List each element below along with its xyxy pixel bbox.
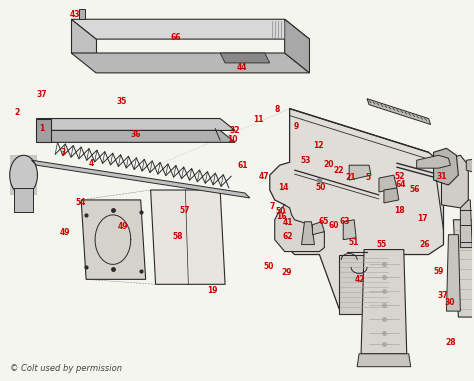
Polygon shape: [36, 130, 235, 142]
Text: 49: 49: [60, 228, 71, 237]
Text: 5: 5: [365, 173, 370, 182]
Text: 35: 35: [117, 97, 127, 106]
Text: 11: 11: [253, 115, 264, 124]
Text: 52: 52: [394, 171, 404, 181]
Polygon shape: [9, 155, 37, 195]
Text: 59: 59: [433, 267, 444, 276]
Text: 30: 30: [445, 298, 455, 307]
Text: 41: 41: [283, 218, 293, 227]
Text: 65: 65: [319, 217, 329, 226]
Polygon shape: [71, 53, 310, 73]
Polygon shape: [343, 220, 356, 240]
Polygon shape: [441, 155, 468, 208]
Text: © Colt used by permission: © Colt used by permission: [9, 364, 122, 373]
Polygon shape: [79, 9, 85, 19]
Polygon shape: [270, 109, 444, 309]
Text: 19: 19: [207, 286, 218, 295]
Text: 50: 50: [275, 207, 285, 216]
Polygon shape: [357, 354, 411, 367]
Polygon shape: [466, 157, 474, 172]
Text: 55: 55: [377, 240, 387, 249]
Text: 61: 61: [237, 162, 248, 170]
Text: 42: 42: [355, 275, 365, 284]
Polygon shape: [285, 19, 310, 73]
Text: 56: 56: [410, 185, 420, 194]
Text: 9: 9: [293, 122, 299, 131]
Polygon shape: [349, 165, 371, 180]
Polygon shape: [460, 200, 472, 248]
Text: 3: 3: [60, 148, 65, 157]
Polygon shape: [361, 250, 407, 354]
Polygon shape: [454, 220, 474, 317]
Text: 12: 12: [313, 141, 323, 150]
Polygon shape: [36, 118, 235, 130]
Text: 10: 10: [227, 135, 237, 144]
Text: 16: 16: [276, 212, 287, 221]
Polygon shape: [14, 188, 34, 212]
Polygon shape: [367, 99, 430, 125]
Text: 18: 18: [394, 206, 405, 215]
Polygon shape: [339, 255, 389, 314]
Text: 54: 54: [75, 198, 86, 207]
Polygon shape: [81, 200, 146, 279]
Text: 37: 37: [36, 90, 47, 99]
Polygon shape: [151, 190, 225, 284]
Text: 62: 62: [283, 232, 293, 241]
Text: 36: 36: [130, 130, 141, 139]
Text: 17: 17: [418, 215, 428, 223]
Text: 2: 2: [14, 109, 19, 117]
Text: 20: 20: [324, 160, 334, 169]
Polygon shape: [447, 235, 460, 311]
Polygon shape: [301, 222, 314, 245]
Polygon shape: [275, 205, 324, 251]
Text: 57: 57: [179, 206, 190, 215]
Text: 21: 21: [346, 173, 356, 182]
Polygon shape: [220, 53, 270, 63]
Polygon shape: [312, 222, 324, 235]
Polygon shape: [417, 155, 450, 168]
Text: 53: 53: [300, 157, 310, 165]
Polygon shape: [36, 118, 51, 142]
Polygon shape: [31, 160, 250, 198]
Text: 31: 31: [437, 171, 447, 181]
Text: 1: 1: [39, 123, 45, 133]
Text: 63: 63: [339, 217, 349, 226]
Text: 26: 26: [419, 240, 429, 249]
Text: 66: 66: [171, 33, 181, 42]
Text: 43: 43: [69, 10, 80, 19]
Text: 47: 47: [259, 171, 270, 181]
Text: 4: 4: [89, 159, 94, 168]
Text: 29: 29: [281, 269, 292, 277]
Polygon shape: [71, 19, 310, 39]
Text: 7: 7: [270, 202, 275, 211]
Text: 37: 37: [438, 291, 448, 300]
Text: 49: 49: [118, 222, 128, 231]
Text: 50: 50: [264, 263, 274, 271]
Polygon shape: [379, 175, 397, 192]
Text: 44: 44: [237, 63, 247, 72]
Text: 64: 64: [395, 180, 406, 189]
Text: 50: 50: [316, 183, 326, 192]
Text: 60: 60: [328, 221, 339, 230]
Text: 28: 28: [446, 338, 456, 347]
Polygon shape: [71, 19, 96, 53]
Polygon shape: [434, 148, 458, 185]
Text: 32: 32: [229, 126, 240, 135]
Text: 14: 14: [278, 183, 288, 192]
Text: 51: 51: [348, 238, 359, 247]
Text: 22: 22: [333, 166, 344, 175]
Text: 8: 8: [274, 105, 280, 114]
Polygon shape: [384, 188, 399, 203]
Text: 58: 58: [173, 232, 183, 241]
